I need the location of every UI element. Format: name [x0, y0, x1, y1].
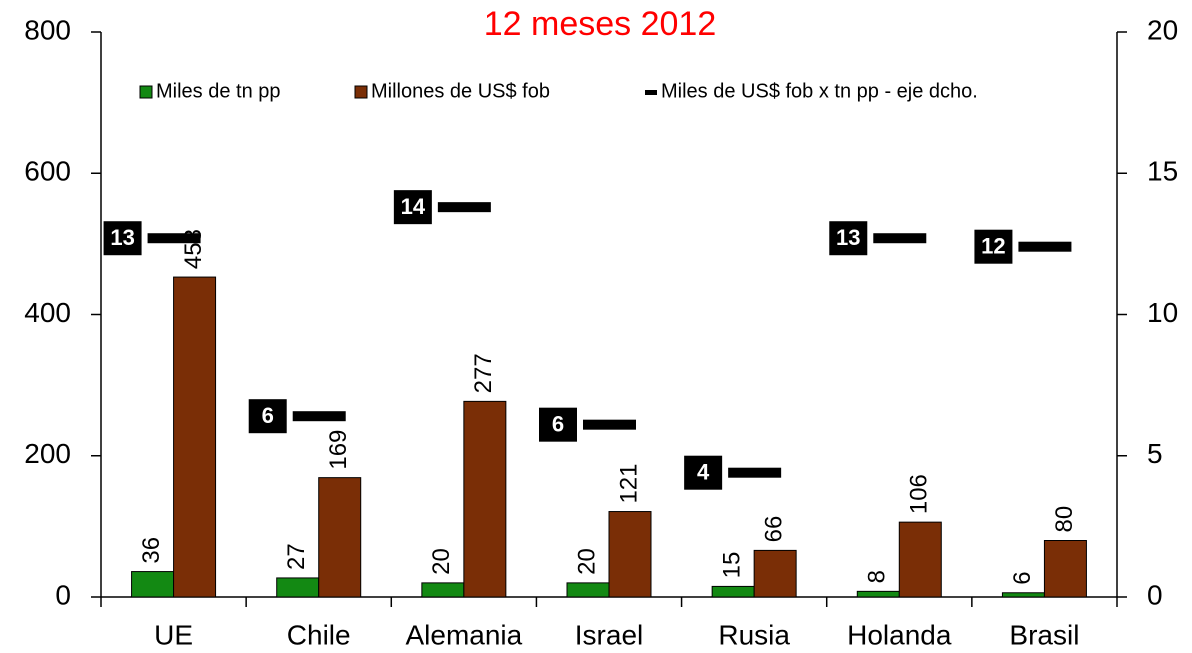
dash-marker	[1018, 241, 1072, 252]
value-label-box	[248, 399, 287, 434]
bar	[1001, 592, 1045, 598]
bar	[318, 477, 362, 598]
legend-label: Miles de tn pp	[156, 80, 281, 102]
bar	[173, 276, 217, 598]
value-label: 13	[110, 225, 134, 250]
legend-label: Millones de US$ fob	[371, 80, 550, 102]
x-tick-label: Holanda	[847, 619, 952, 650]
bar	[711, 585, 755, 598]
bar	[421, 582, 465, 598]
value-label: 106	[906, 474, 933, 514]
bar	[898, 521, 942, 598]
y2-tick-label: 10	[1147, 297, 1178, 328]
dash-marker	[873, 233, 927, 244]
value-label: 14	[401, 194, 426, 219]
y-tick-label: 600	[24, 156, 71, 187]
value-label-box	[103, 221, 142, 256]
dash-marker	[147, 233, 201, 244]
x-tick-label: Rusia	[718, 619, 790, 650]
value-label: 169	[325, 430, 352, 470]
dash-marker	[437, 202, 491, 213]
legend-marker	[645, 90, 657, 95]
legend-marker	[139, 85, 153, 99]
y2-tick-label: 0	[1147, 579, 1163, 610]
chart-title: 12 meses 2012	[484, 5, 717, 43]
value-label: 121	[615, 463, 642, 503]
x-tick-label: Brasil	[1009, 619, 1079, 650]
value-label: 20	[573, 548, 600, 575]
x-tick-label: UE	[154, 619, 193, 650]
value-label: 36	[138, 537, 165, 564]
legend-marker	[354, 85, 368, 99]
value-label: 15	[718, 552, 745, 579]
dash-marker	[728, 467, 782, 478]
x-tick-label: Alemania	[405, 619, 522, 650]
value-label-box	[974, 229, 1013, 264]
y2-tick-label: 20	[1147, 14, 1178, 45]
value-label: 20	[428, 548, 455, 575]
x-tick-label: Chile	[287, 619, 351, 650]
y-tick-label: 200	[24, 438, 71, 469]
value-label: 277	[470, 353, 497, 393]
value-label: 13	[836, 225, 860, 250]
value-label: 8	[864, 570, 891, 583]
value-label: 6	[262, 403, 274, 428]
bar	[608, 511, 652, 598]
value-label-box	[829, 221, 868, 256]
y-tick-label: 800	[24, 14, 71, 45]
x-tick-label: Israel	[575, 619, 643, 650]
value-label: 6	[1009, 571, 1036, 584]
bar	[276, 577, 320, 598]
bar	[131, 571, 175, 598]
dash-marker	[583, 419, 636, 430]
value-label: 27	[283, 543, 310, 570]
y-tick-label: 400	[24, 297, 71, 328]
value-label-box	[684, 455, 723, 490]
value-label: 66	[760, 516, 787, 543]
legend-label: Miles de US$ fob x tn pp - eje dcho.	[661, 80, 978, 102]
value-label-box	[539, 407, 577, 442]
bar	[753, 549, 797, 598]
bar	[463, 400, 507, 598]
value-label: 6	[552, 411, 564, 436]
value-label: 12	[981, 234, 1005, 259]
bar	[566, 582, 610, 598]
value-label: 80	[1051, 506, 1078, 533]
dash-marker	[292, 411, 346, 422]
y-tick-label: 0	[55, 579, 71, 610]
value-label-box	[393, 190, 432, 225]
bar	[856, 590, 900, 598]
y2-tick-label: 15	[1147, 156, 1178, 187]
value-label: 4	[697, 460, 710, 485]
bar	[1043, 540, 1087, 598]
y2-tick-label: 5	[1147, 438, 1163, 469]
